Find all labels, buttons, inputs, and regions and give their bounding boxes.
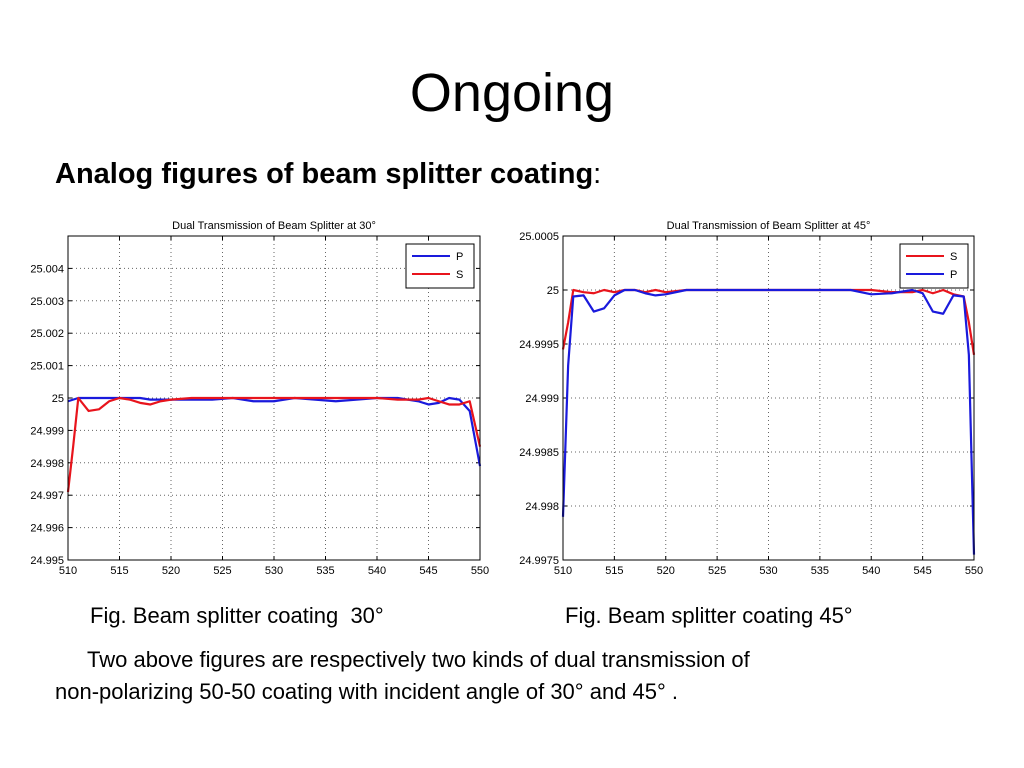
y-tick-label: 24.999	[30, 425, 64, 437]
y-tick-label: 25.003	[30, 296, 64, 308]
caption-45: Fig. Beam splitter coating 45°	[565, 603, 853, 628]
description-line-1: Two above figures are respectively two k…	[87, 647, 750, 672]
x-tick-label: 550	[471, 565, 489, 577]
x-tick-label: 530	[265, 565, 283, 577]
y-tick-label: 24.999	[525, 393, 559, 405]
x-tick-label: 520	[162, 565, 180, 577]
legend-label-s: S	[950, 251, 957, 263]
y-tick-label: 24.9995	[519, 339, 559, 351]
y-tick-label: 24.998	[525, 501, 559, 513]
y-tick-label: 25.004	[30, 263, 64, 275]
y-tick-label: 24.998	[30, 458, 64, 470]
x-tick-label: 515	[605, 565, 623, 577]
chart-30-degree: Dual Transmission of Beam Splitter at 30…	[30, 220, 489, 577]
y-tick-label: 25.0005	[519, 231, 559, 243]
chart-title: Dual Transmission of Beam Splitter at 30…	[172, 220, 376, 232]
y-tick-label: 25	[52, 393, 64, 405]
series-line-p	[561, 288, 976, 555]
y-tick-label: 24.995	[30, 555, 64, 567]
subtitle-text: Analog figures of beam splitter coating	[55, 158, 594, 190]
x-tick-label: 545	[419, 565, 437, 577]
x-tick-label: 545	[913, 565, 931, 577]
legend-label-s: S	[456, 269, 463, 281]
chart-45-degree: Dual Transmission of Beam Splitter at 45…	[519, 220, 983, 577]
x-tick-label: 520	[657, 565, 675, 577]
caption-30: Fig. Beam splitter coating 30°	[90, 603, 384, 628]
x-tick-label: 550	[965, 565, 983, 577]
plot-border	[562, 235, 975, 561]
x-tick-label: 540	[862, 565, 880, 577]
y-tick-label: 25.002	[30, 328, 64, 340]
y-tick-label: 24.996	[30, 523, 64, 535]
plot-border	[67, 235, 481, 561]
x-tick-label: 535	[811, 565, 829, 577]
slide-title: Ongoing	[409, 63, 615, 123]
legend-label-p: P	[456, 251, 463, 263]
slide-subtitle: Analog figures of beam splitter coating:	[55, 158, 601, 191]
chart-title: Dual Transmission of Beam Splitter at 45…	[667, 220, 871, 232]
y-tick-label: 24.997	[30, 490, 64, 502]
y-tick-label: 24.9985	[519, 447, 559, 459]
x-tick-label: 525	[213, 565, 231, 577]
subtitle-colon: :	[593, 158, 602, 190]
x-tick-label: 525	[708, 565, 726, 577]
description-paragraph: Two above figures are respectively two k…	[55, 644, 995, 708]
x-tick-label: 510	[554, 565, 572, 577]
legend-box	[405, 243, 475, 289]
legend-label-p: P	[950, 269, 957, 281]
y-tick-label: 25	[547, 285, 559, 297]
y-tick-label: 25.001	[30, 361, 64, 373]
x-tick-label: 535	[316, 565, 334, 577]
description-line-2: non-polarizing 50-50 coating with incide…	[55, 679, 679, 704]
legend-box	[899, 243, 969, 289]
x-tick-label: 540	[368, 565, 386, 577]
series-line-s	[66, 396, 482, 493]
x-tick-label: 530	[759, 565, 777, 577]
y-tick-label: 24.9975	[519, 555, 559, 567]
x-tick-label: 510	[59, 565, 77, 577]
x-tick-label: 515	[110, 565, 128, 577]
